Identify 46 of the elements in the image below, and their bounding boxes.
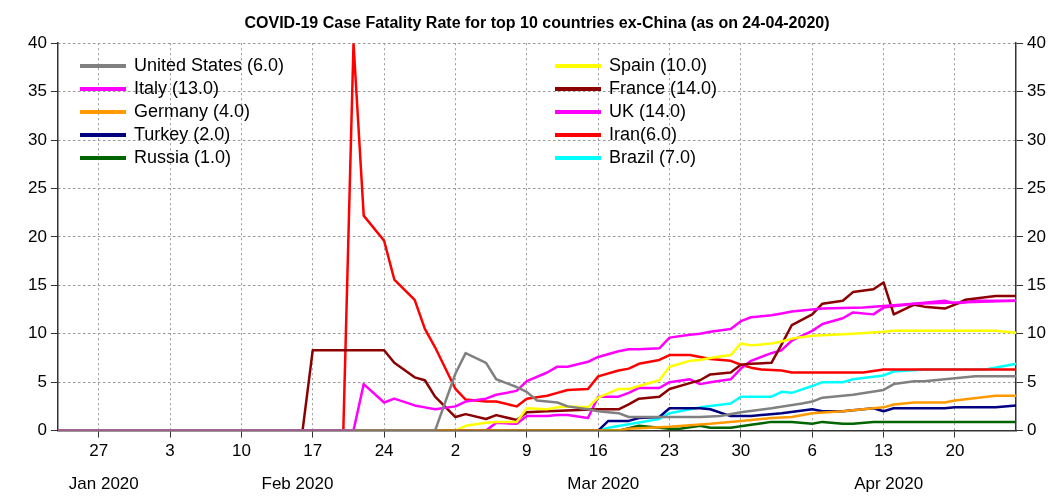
text: Jan 2020 (68, 473, 139, 493)
y-tick-label: 15 (27, 275, 47, 295)
legend-label: Brazil (7.0) (609, 147, 697, 168)
y2-tick-label: 30 (1027, 129, 1047, 149)
y2-tick-label: 5 (1027, 371, 1037, 391)
x-tick-label: 9 (522, 441, 532, 461)
x-tick-label: 24 (374, 441, 394, 461)
legend-label: UK (14.0) (609, 101, 687, 122)
y-tick-label: 10 (27, 323, 47, 343)
x-tick-label: 3 (165, 441, 175, 461)
x-tick-label: 16 (588, 441, 608, 461)
x-tick-label: 2 (450, 441, 461, 461)
x-tick-label: 13 (874, 441, 894, 461)
y2-tick-label: 0 (1027, 420, 1037, 440)
legend-label: Italy (13.0) (134, 78, 220, 99)
y2-tick-label: 35 (1027, 81, 1047, 101)
y-tick-label: 40 (27, 32, 47, 52)
x-tick-label: 6 (807, 441, 817, 461)
legend-label: Turkey (2.0) (134, 124, 231, 145)
y2-tick-label: 15 (1027, 275, 1047, 295)
y-tick-label: 35 (27, 81, 47, 101)
x-tick-label: 23 (660, 441, 679, 461)
x-tick-label: 10 (231, 441, 251, 461)
legend-label: Iran(6.0) (609, 124, 678, 145)
legend-label: Russia (1.0) (134, 147, 232, 168)
y-tick-label: 30 (27, 129, 47, 149)
text: Apr 2020 (854, 473, 924, 493)
x-tick-label: 17 (303, 441, 323, 461)
legend-label: France (14.0) (609, 78, 718, 99)
y-tick-label: 5 (37, 371, 47, 391)
text: Mar 2020 (567, 473, 640, 493)
x-tick-label: 20 (945, 441, 965, 461)
y-tick-label: 0 (37, 420, 47, 440)
legend-label: Germany (4.0) (134, 101, 251, 122)
legend-label: Spain (10.0) (609, 55, 708, 76)
y2-tick-label: 25 (1027, 178, 1047, 198)
chart-title: COVID-19 Case Fatality Rate for top 10 countries ex-China (as on 24-04-2020) (244, 14, 830, 32)
y2-tick-label: 20 (1027, 226, 1047, 246)
legend-label: United States (6.0) (134, 55, 285, 76)
y-tick-label: 25 (27, 178, 47, 198)
y-tick-label: 20 (27, 226, 47, 246)
y2-tick-label: 40 (1027, 32, 1047, 52)
x-tick-label: 27 (89, 441, 109, 461)
x-tick-label: 30 (731, 441, 751, 461)
y2-tick-label: 10 (1027, 323, 1047, 343)
text: Feb 2020 (261, 473, 334, 493)
